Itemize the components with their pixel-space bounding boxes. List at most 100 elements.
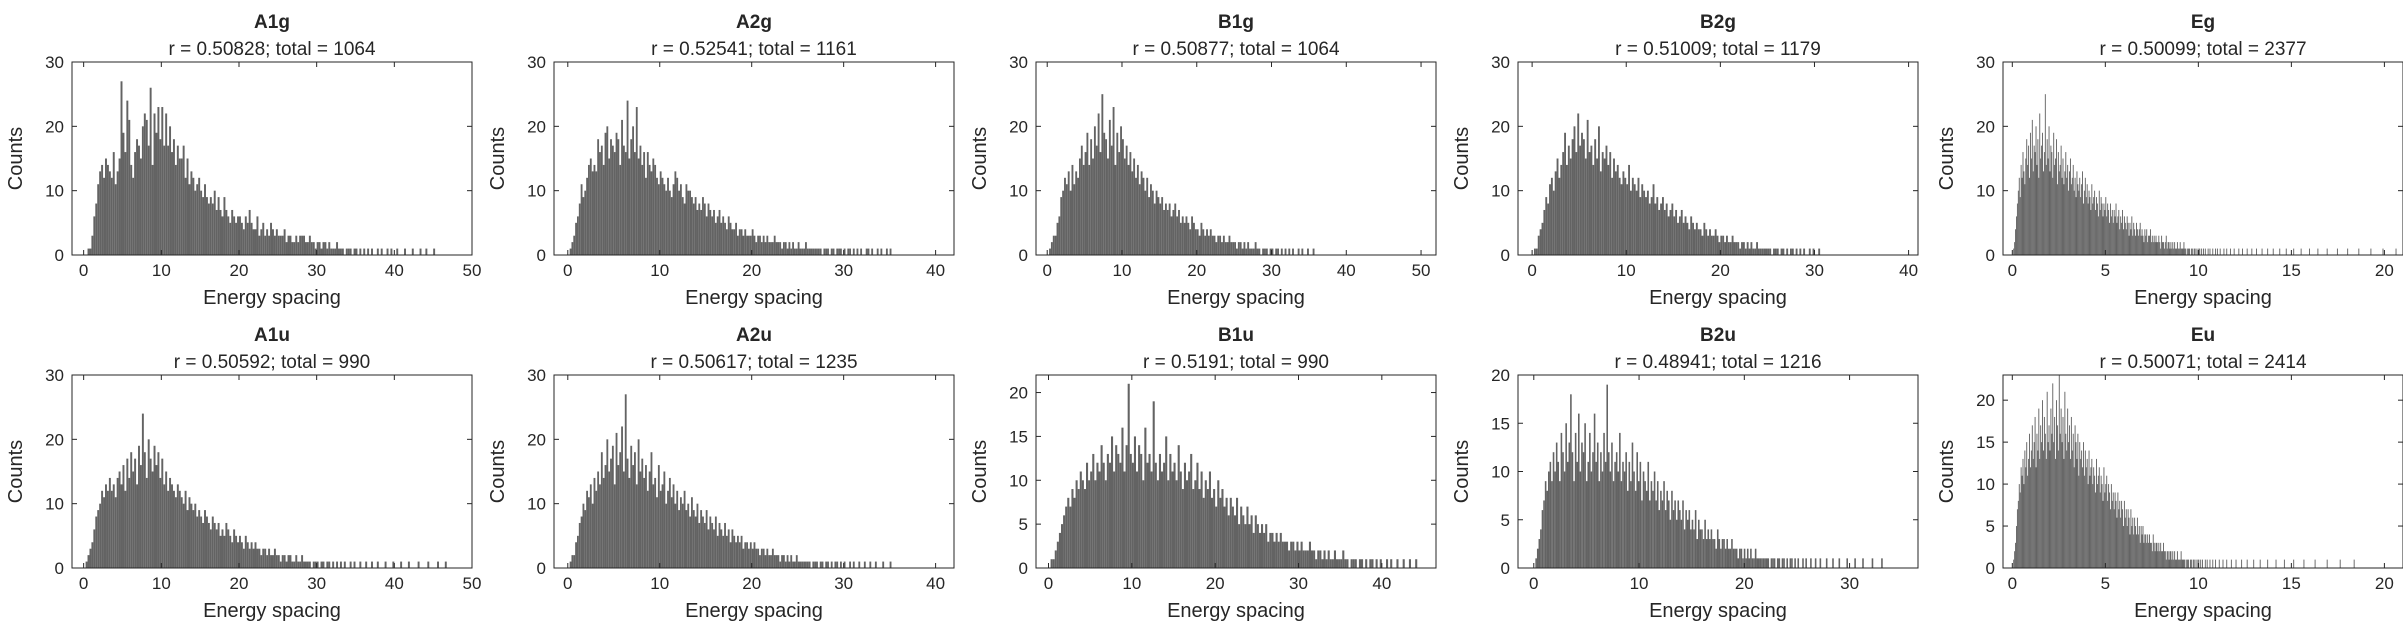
histogram-bar	[1789, 558, 1792, 568]
histogram-bar	[2215, 559, 2217, 568]
histogram-bar	[1658, 209, 1661, 255]
histogram-bar	[602, 164, 605, 255]
histogram-bar	[1701, 235, 1704, 255]
histogram-bar	[153, 445, 156, 568]
histogram-bar	[425, 248, 428, 255]
histogram-bar	[2172, 242, 2174, 255]
histogram-bar	[2016, 216, 2017, 255]
histogram-bar	[2176, 559, 2177, 568]
histogram-bar	[2187, 559, 2189, 568]
histogram-bar	[1321, 559, 1324, 568]
histogram-bar	[1637, 177, 1640, 255]
histogram-bar	[1352, 559, 1355, 568]
histogram-bar	[702, 516, 704, 568]
histogram-bar	[1535, 558, 1537, 568]
histogram-bar	[1108, 119, 1111, 255]
histogram-bar	[178, 158, 181, 255]
histogram-bar	[380, 248, 383, 255]
histogram-bar	[1263, 532, 1266, 568]
histogram-bar	[2038, 177, 2040, 255]
histogram-bar	[792, 242, 794, 255]
histogram-bar	[295, 555, 298, 568]
histogram-bar	[1571, 452, 1574, 568]
histogram-bar	[2083, 190, 2085, 255]
histogram-bar	[1275, 248, 1278, 255]
histogram-bar	[615, 432, 618, 568]
histogram-bar	[1232, 242, 1235, 255]
histogram-bar	[801, 561, 804, 568]
histogram-bar	[223, 535, 226, 568]
histogram-bar	[2070, 184, 2072, 255]
histogram-bar	[2014, 551, 2016, 568]
histogram-bar	[2176, 551, 2178, 568]
histogram-bar	[599, 152, 601, 255]
x-tick-label: 0	[79, 261, 88, 280]
histogram-bar	[124, 152, 127, 255]
histogram-bar	[1616, 164, 1619, 255]
histogram-bar	[2081, 184, 2083, 255]
histogram-bar	[777, 242, 780, 255]
histogram-bar	[1082, 164, 1085, 255]
histogram-bar	[1202, 229, 1205, 255]
histogram-bar	[803, 248, 806, 255]
histogram-bar	[2168, 559, 2170, 568]
histogram-bar	[1177, 445, 1180, 568]
histogram-bar	[2163, 242, 2164, 255]
histogram-bar	[2016, 526, 2017, 568]
histogram-bar	[2018, 177, 2020, 255]
histogram-bar	[1239, 242, 1242, 255]
histogram-bar	[2093, 467, 2095, 568]
histogram-bar	[1626, 490, 1629, 568]
histogram-bar	[735, 542, 737, 568]
histogram-bar	[1079, 471, 1082, 568]
histogram-bar	[2134, 229, 2136, 255]
histogram-bar	[626, 458, 629, 568]
y-tick-label: 20	[1976, 391, 1995, 410]
y-tick-label: 0	[1019, 246, 1028, 265]
histogram-bar	[287, 235, 290, 255]
histogram-bar	[1756, 558, 1758, 568]
histogram-bar	[147, 145, 150, 255]
histogram-bar	[1189, 229, 1192, 255]
histogram-bar	[2133, 222, 2135, 255]
histogram-bar	[1695, 222, 1698, 255]
y-axis-label: Counts	[1936, 440, 1958, 503]
histogram-bar	[1626, 184, 1629, 255]
panel-title: A2u	[736, 325, 772, 346]
histogram-bar	[1086, 462, 1089, 568]
histogram-bar	[1746, 548, 1749, 568]
y-tick-label: 5	[1986, 517, 1995, 536]
histogram-bar	[1292, 248, 1294, 255]
histogram-bar	[204, 184, 206, 255]
y-tick-label: 0	[55, 559, 64, 578]
histogram-bar	[147, 439, 150, 568]
histogram-bar	[1761, 558, 1763, 568]
histogram-bar	[1237, 242, 1240, 255]
histogram-bar	[588, 497, 590, 568]
histogram-bar	[349, 248, 352, 255]
histogram-bar	[1217, 235, 1220, 255]
histogram-bar	[1715, 548, 1717, 568]
histogram-bar	[2038, 408, 2040, 568]
panel-subtitle: r = 0.48941; total = 1216	[1614, 352, 1821, 373]
histogram-bar	[1710, 529, 1713, 568]
histogram-bar	[1099, 152, 1102, 255]
y-tick-label: 20	[1009, 384, 1028, 403]
histogram-bar	[2031, 425, 2033, 568]
histogram-bar	[1317, 550, 1320, 568]
bars	[1050, 383, 1418, 568]
histogram-bar	[437, 561, 439, 568]
x-tick-label: 0	[563, 261, 572, 280]
y-tick-label: 0	[1986, 559, 1995, 578]
histogram-bar	[1622, 461, 1624, 568]
histogram-bar	[768, 242, 771, 255]
histogram-bar	[700, 510, 703, 568]
histogram-bar	[1159, 203, 1162, 255]
histogram-bar	[1279, 532, 1282, 568]
histogram-bar	[2016, 203, 2018, 255]
histogram-bar	[1620, 481, 1623, 568]
y-tick-label: 10	[527, 495, 546, 514]
histogram-bar	[2179, 559, 2181, 568]
histogram-bar	[1152, 401, 1155, 568]
